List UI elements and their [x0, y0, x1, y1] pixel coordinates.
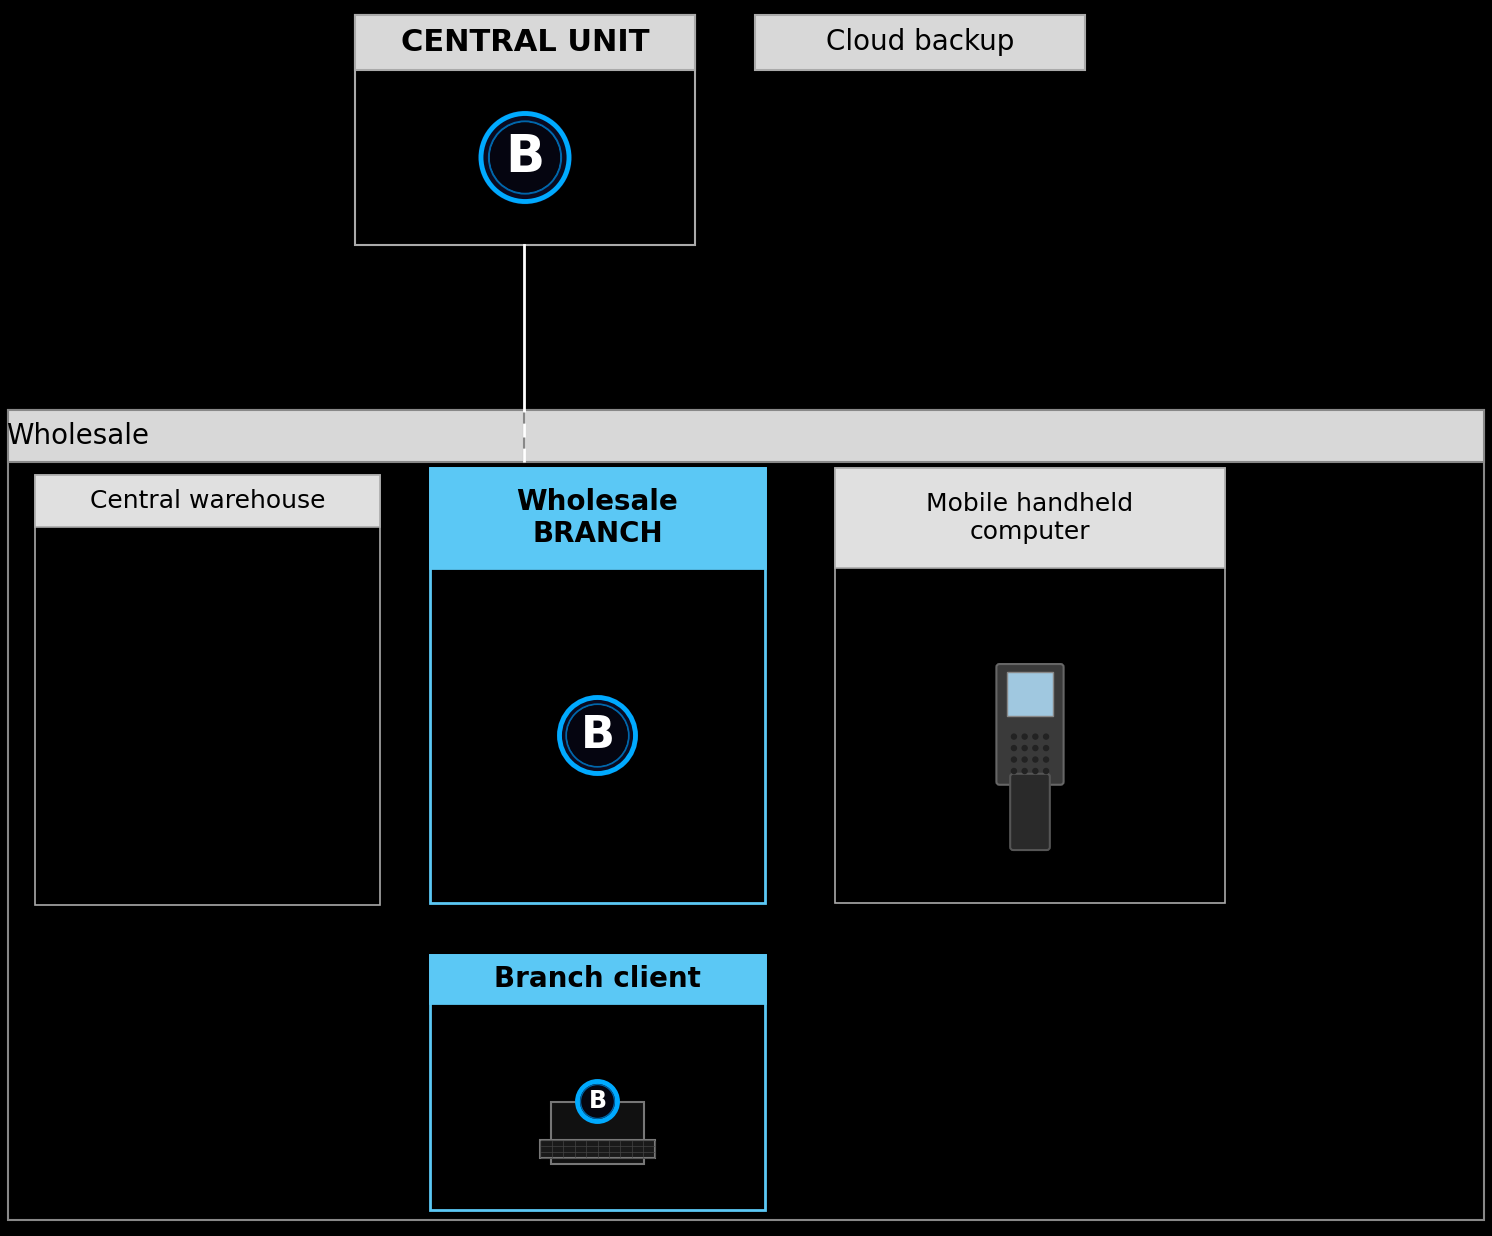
Bar [355, 15, 695, 245]
Circle shape [1012, 769, 1016, 774]
Text: Wholesale
BRANCH: Wholesale BRANCH [516, 488, 679, 549]
Circle shape [558, 696, 637, 775]
Bar [430, 955, 765, 1210]
Bar [430, 468, 765, 904]
Text: CENTRAL UNIT: CENTRAL UNIT [401, 28, 649, 57]
Text: Central warehouse: Central warehouse [90, 489, 325, 513]
Circle shape [1012, 734, 1016, 739]
Circle shape [576, 1080, 619, 1122]
Circle shape [1032, 756, 1038, 763]
Bar [551, 1101, 645, 1163]
Circle shape [1022, 756, 1026, 763]
Bar [1007, 672, 1053, 716]
Circle shape [1012, 756, 1016, 763]
Bar [540, 1140, 655, 1157]
Text: B: B [506, 132, 545, 183]
Circle shape [1043, 756, 1049, 763]
Circle shape [1043, 734, 1049, 739]
Bar [755, 15, 1085, 70]
Bar [34, 475, 380, 905]
Text: Cloud backup: Cloud backup [825, 28, 1015, 57]
Bar [430, 468, 765, 569]
Circle shape [1022, 745, 1026, 750]
Bar [7, 410, 1485, 462]
Bar [7, 410, 1485, 1220]
Bar [430, 955, 765, 1002]
Circle shape [1032, 745, 1038, 750]
Circle shape [582, 1086, 613, 1117]
FancyBboxPatch shape [997, 664, 1064, 785]
Bar [34, 475, 380, 527]
Text: B: B [588, 1089, 607, 1114]
Text: Branch client: Branch client [494, 965, 701, 993]
Circle shape [1022, 734, 1026, 739]
Circle shape [479, 111, 571, 204]
FancyBboxPatch shape [1010, 774, 1050, 850]
Circle shape [1032, 734, 1038, 739]
Circle shape [1043, 745, 1049, 750]
Circle shape [1012, 745, 1016, 750]
Circle shape [1032, 769, 1038, 774]
Text: Wholesale: Wholesale [6, 421, 149, 450]
Bar [836, 468, 1225, 904]
Circle shape [1043, 769, 1049, 774]
Bar [836, 468, 1225, 569]
Bar [355, 15, 695, 70]
Text: Mobile handheld
computer: Mobile handheld computer [927, 492, 1134, 544]
Circle shape [491, 124, 560, 192]
Circle shape [568, 706, 627, 765]
Text: B: B [580, 714, 615, 756]
Circle shape [1022, 769, 1026, 774]
